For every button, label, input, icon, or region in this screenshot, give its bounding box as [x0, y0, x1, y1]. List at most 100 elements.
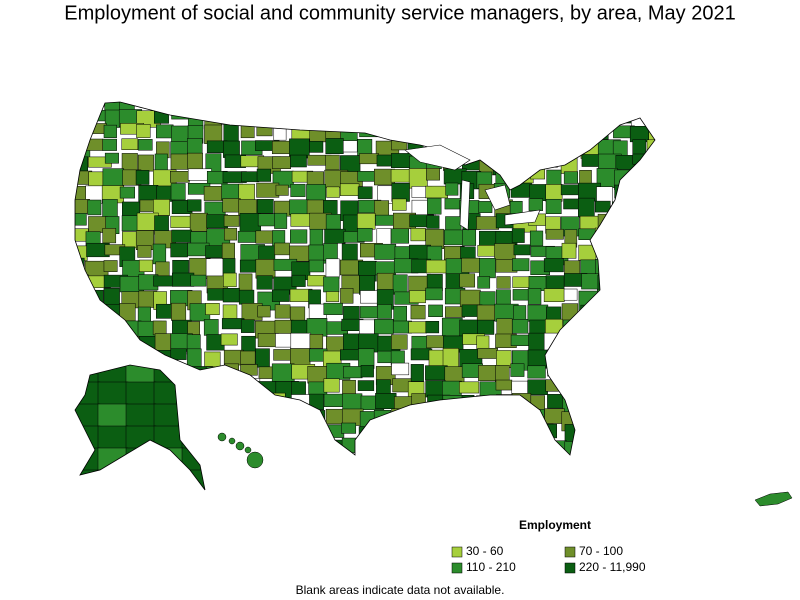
map-region	[292, 107, 307, 126]
map-region	[631, 169, 654, 181]
map-region	[614, 213, 631, 225]
map-region	[224, 227, 238, 241]
map-region	[376, 423, 392, 438]
map-region	[528, 124, 541, 137]
map-region	[612, 102, 632, 112]
map-region	[459, 381, 480, 394]
map-region	[187, 152, 203, 170]
map-region	[612, 228, 627, 247]
map-region	[171, 366, 195, 385]
map-region	[646, 363, 655, 381]
map-region	[139, 102, 155, 108]
map-region	[528, 198, 543, 211]
map-region	[290, 348, 311, 366]
map-region	[275, 333, 292, 348]
map-region	[445, 182, 459, 196]
map-region	[647, 378, 655, 395]
map-region	[630, 335, 653, 355]
map-region	[390, 438, 411, 455]
map-region	[125, 365, 157, 385]
map-region	[374, 200, 389, 217]
map-region	[460, 454, 484, 455]
map-region	[427, 439, 452, 452]
map-region	[527, 454, 544, 455]
map-region	[289, 411, 312, 431]
map-region	[426, 259, 448, 274]
map-region	[631, 453, 653, 455]
map-region	[222, 288, 240, 303]
map-region	[510, 334, 531, 346]
map-region	[596, 102, 616, 110]
map-region	[527, 441, 545, 455]
map-region	[272, 411, 295, 427]
map-region	[649, 242, 655, 264]
map-region	[410, 304, 426, 320]
map-region	[75, 199, 90, 214]
map-region	[493, 102, 511, 109]
map-region	[425, 410, 443, 426]
map-region	[526, 409, 545, 429]
map-region	[527, 288, 542, 305]
map-region	[359, 439, 375, 453]
map-region	[496, 276, 511, 289]
map-region	[257, 423, 273, 442]
map-region	[97, 381, 129, 407]
map-region	[578, 335, 598, 347]
map-region	[630, 349, 645, 366]
map-region	[152, 320, 167, 336]
map-region	[527, 304, 549, 322]
map-region	[187, 199, 202, 212]
island	[217, 432, 227, 442]
map-region	[479, 258, 496, 279]
map-region	[612, 246, 635, 267]
map-region	[444, 366, 465, 384]
map-region	[628, 184, 646, 196]
map-region	[239, 213, 261, 234]
map-region	[75, 377, 90, 390]
map-region	[594, 200, 611, 213]
map-region	[75, 365, 101, 385]
map-region	[561, 348, 581, 368]
map-region	[290, 332, 312, 349]
map-region	[374, 243, 397, 260]
map-region	[527, 379, 548, 395]
map-region	[75, 320, 85, 340]
map-region	[342, 393, 363, 411]
map-region	[391, 123, 416, 141]
map-region	[442, 348, 459, 369]
map-region	[409, 290, 426, 304]
map-region	[102, 199, 118, 218]
map-region	[306, 102, 329, 108]
map-region	[424, 125, 439, 138]
map-region	[240, 364, 258, 376]
map-region	[547, 126, 568, 145]
map-region	[615, 303, 636, 323]
map-region	[581, 378, 598, 398]
map-region	[547, 363, 563, 377]
map-region	[649, 453, 655, 455]
map-region	[545, 184, 563, 202]
map-region	[596, 349, 618, 363]
map-region	[495, 125, 514, 137]
map-region	[171, 229, 192, 243]
map-region	[513, 125, 538, 139]
map-region	[374, 438, 395, 454]
map-region	[374, 318, 394, 335]
map-region	[513, 111, 531, 125]
map-region	[646, 392, 655, 411]
map-region	[648, 440, 655, 455]
map-region	[612, 201, 629, 213]
map-region	[560, 364, 578, 380]
map-region	[153, 457, 166, 477]
map-region	[205, 366, 222, 383]
map-region	[357, 186, 373, 199]
map-region	[613, 333, 637, 346]
island	[235, 441, 245, 451]
map-region	[632, 305, 654, 319]
map-region	[613, 378, 629, 394]
map-region	[410, 364, 424, 382]
map-region	[528, 102, 543, 109]
map-region	[153, 275, 174, 287]
map-region	[272, 454, 288, 455]
map-region	[528, 108, 548, 120]
